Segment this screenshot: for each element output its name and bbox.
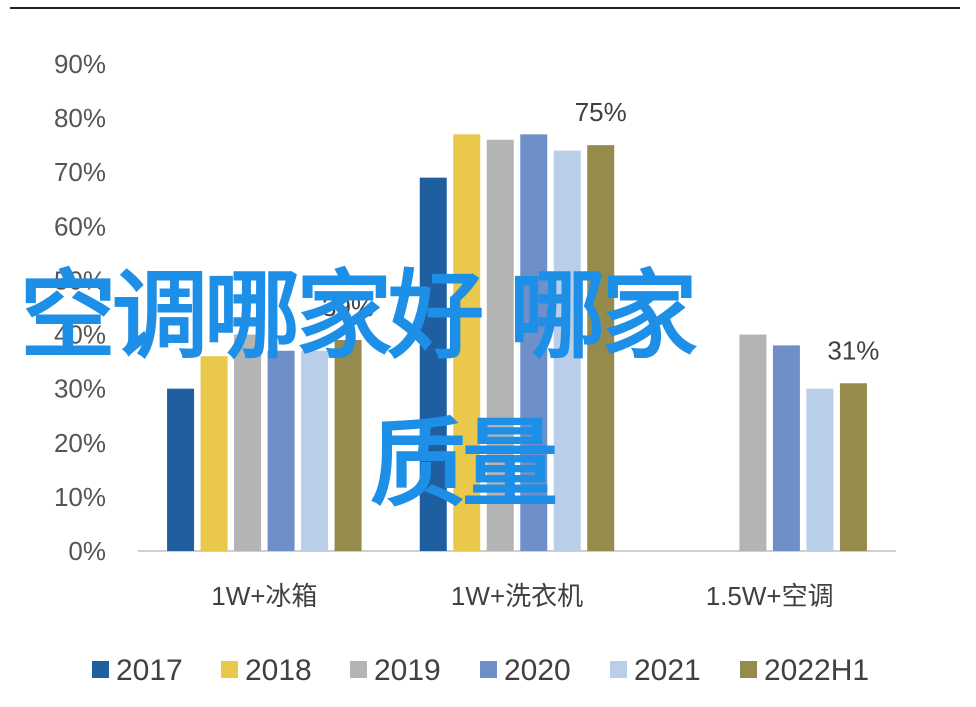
bar-2022H1-cat-2	[839, 383, 867, 551]
legend-swatch-2022H1	[740, 661, 757, 678]
bar-2018-cat-1	[453, 134, 481, 551]
legend-swatch-2018	[221, 661, 238, 678]
bar-2019-cat-2	[739, 334, 767, 551]
overlay-title-line-2: 质量	[370, 408, 558, 520]
legend-label-2019: 2019	[374, 654, 441, 687]
bar-2017-cat-1	[419, 177, 447, 551]
bar-2019-cat-1	[486, 139, 514, 551]
bar-2020-cat-1	[520, 134, 548, 551]
legend-label-2021: 2021	[634, 654, 701, 687]
bar-2021-cat-0	[301, 350, 329, 551]
legend-swatch-2021	[610, 661, 627, 678]
legend-label-2017: 2017	[116, 654, 183, 687]
legend-label-2020: 2020	[504, 654, 571, 687]
legend-swatch-2019	[350, 661, 367, 678]
y-tick-label: 20%	[54, 428, 106, 458]
y-tick-label: 10%	[54, 482, 106, 512]
x-category-label: 1W+冰箱	[211, 581, 317, 611]
legend-swatch-2020	[480, 661, 497, 678]
bar-2021-cat-2	[806, 388, 834, 551]
y-tick-label: 50%	[54, 265, 106, 295]
bar-2019-cat-0	[234, 334, 262, 551]
overlay-title-line-1: 空调哪家好 哪家	[20, 260, 697, 372]
y-tick-label: 80%	[54, 103, 106, 133]
legend-label-2018: 2018	[245, 654, 312, 687]
bar-2021-cat-1	[553, 150, 581, 552]
data-label: 39%	[322, 292, 374, 322]
legend-label-2022H1: 2022H1	[764, 654, 869, 687]
legend-swatch-2017	[92, 661, 109, 678]
x-category-label: 1W+洗衣机	[451, 581, 583, 611]
data-label: 31%	[827, 335, 879, 365]
y-tick-label: 90%	[54, 49, 106, 79]
bar-2017-cat-0	[167, 388, 195, 551]
y-tick-label: 60%	[54, 211, 106, 241]
y-tick-label: 30%	[54, 374, 106, 404]
bar-2018-cat-0	[200, 356, 228, 551]
data-label: 75%	[575, 97, 627, 127]
y-tick-label: 0%	[68, 536, 106, 566]
bar-2022H1-cat-0	[334, 339, 362, 551]
bar-2020-cat-0	[267, 350, 295, 551]
y-tick-label: 70%	[54, 157, 106, 187]
top-border-line	[10, 7, 960, 9]
bar-2022H1-cat-1	[587, 145, 615, 551]
x-category-label: 1.5W+空调	[706, 581, 834, 611]
bar-2020-cat-2	[772, 345, 800, 551]
y-tick-label: 40%	[54, 320, 106, 350]
